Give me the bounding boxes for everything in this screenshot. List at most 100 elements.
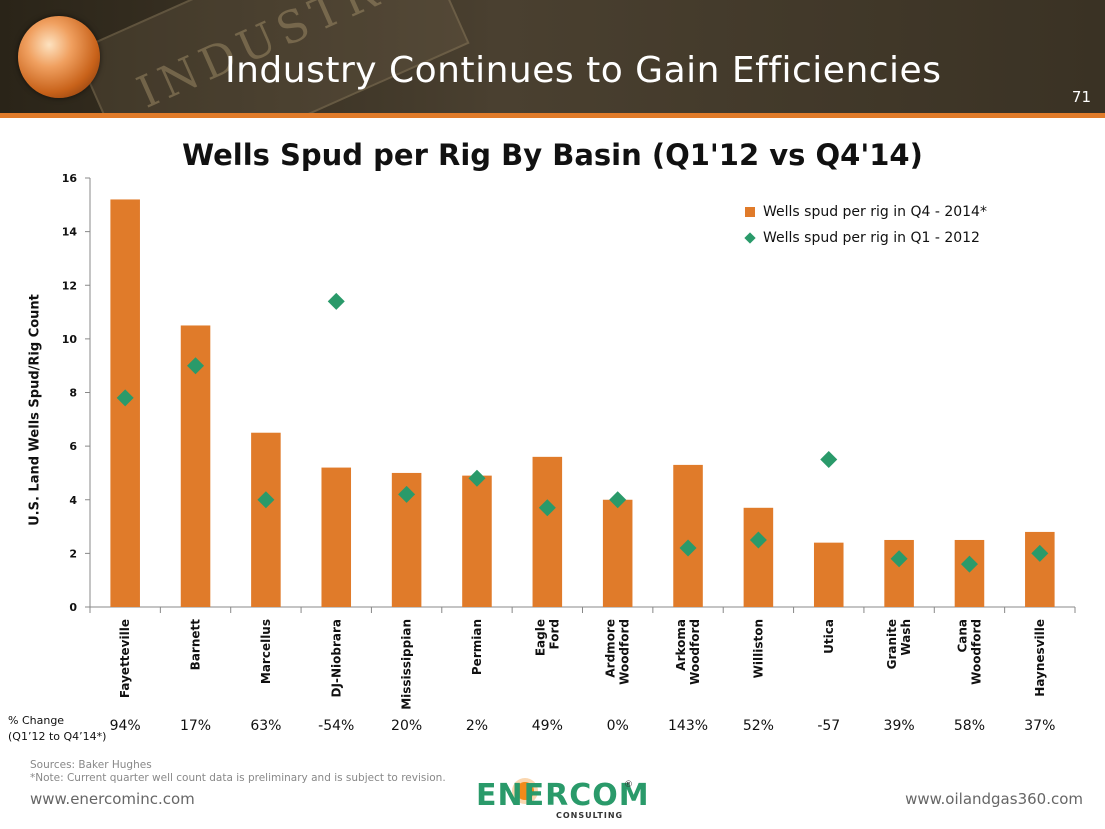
pct-change-caption-line2: (Q1’12 to Q4’14*) <box>8 730 107 743</box>
x-tick-label: EagleFord <box>533 619 561 656</box>
y-tick-label: 0 <box>69 601 77 614</box>
bar <box>884 539 914 607</box>
header-banner: INDUSTRY Industry Continues to Gain Effi… <box>0 0 1105 113</box>
svg-text:ArkomaWoodford: ArkomaWoodford <box>674 619 702 685</box>
y-tick-label: 14 <box>62 226 78 239</box>
data-point-diamond <box>257 491 275 509</box>
x-tick-label: Williston <box>751 619 765 678</box>
data-point-diamond <box>890 550 908 568</box>
x-tick-label: ArkomaWoodford <box>674 619 702 685</box>
pct-change-value: 143% <box>668 718 709 734</box>
y-tick-label: 4 <box>69 494 77 507</box>
legend-bar-swatch <box>745 207 755 217</box>
pct-change-value: -57 <box>817 718 841 734</box>
svg-text:Haynesville: Haynesville <box>1033 619 1047 697</box>
data-point-diamond <box>820 451 838 469</box>
header-divider <box>0 113 1105 118</box>
pct-change-value: 52% <box>742 718 774 734</box>
bar <box>813 542 844 607</box>
svg-text:ArdmoreWoodford: ArdmoreWoodford <box>604 619 632 685</box>
bar <box>462 475 492 607</box>
chart-legend: Wells spud per rig in Q4 - 2014* Wells s… <box>744 199 987 251</box>
logo-registered-mark: ® <box>624 780 633 790</box>
pct-change-value: -54% <box>318 718 355 734</box>
bar <box>321 467 352 607</box>
bar <box>954 539 985 607</box>
svg-text:CanaWoodford: CanaWoodford <box>955 619 983 685</box>
legend-item-q4-2014: Wells spud per rig in Q4 - 2014* <box>745 199 987 225</box>
pct-change-value: 63% <box>250 718 282 734</box>
chart-title: Wells Spud per Rig By Basin (Q1'12 vs Q4… <box>182 138 923 172</box>
x-tick-label: DJ-Niobrara <box>329 619 343 697</box>
bar <box>1025 531 1055 607</box>
enercom-logo: ENERCOM ® CONSULTING <box>476 778 649 824</box>
logo-text: ENERCOM <box>476 778 650 813</box>
data-point-diamond <box>749 531 767 549</box>
page-number: 71 <box>1071 88 1091 106</box>
bar <box>673 464 703 607</box>
data-point-diamond <box>679 539 697 557</box>
pct-change-value: 20% <box>391 718 423 734</box>
data-point-diamond <box>468 469 486 487</box>
data-point-diamond <box>327 292 345 310</box>
x-tick-label: Marcellus <box>259 619 273 684</box>
bar <box>251 432 281 607</box>
legend-label-q1-2012: Wells spud per rig in Q1 - 2012 <box>763 230 980 246</box>
data-point-diamond <box>609 491 627 509</box>
x-tick-label: ArdmoreWoodford <box>604 619 632 685</box>
y-tick-label: 16 <box>62 172 78 185</box>
note-text: *Note: Current quarter well count data i… <box>30 772 446 784</box>
y-tick-label: 6 <box>69 440 77 453</box>
svg-text:Mississippian: Mississippian <box>400 619 414 710</box>
x-tick-label: Mississippian <box>400 619 414 710</box>
svg-text:Permian: Permian <box>470 619 484 675</box>
x-tick-label: Fayetteville <box>118 619 132 698</box>
data-point-diamond <box>538 499 556 517</box>
footer-right-url[interactable]: www.oilandgas360.com <box>905 790 1083 808</box>
x-tick-label: Barnett <box>189 619 203 671</box>
y-tick-label: 10 <box>62 333 78 346</box>
legend-item-q1-2012: Wells spud per rig in Q1 - 2012 <box>744 225 987 251</box>
pct-change-value: 37% <box>1024 718 1056 734</box>
pct-change-value: 2% <box>465 718 489 734</box>
svg-text:GraniteWash: GraniteWash <box>885 619 913 669</box>
pct-change-value: 17% <box>179 718 212 734</box>
x-tick-label: CanaWoodford <box>955 619 983 685</box>
source-text: Sources: Baker Hughes <box>30 759 152 771</box>
pct-change-caption: % Change (Q1’12 to Q4’14*) <box>8 713 106 745</box>
data-point-diamond <box>187 357 205 375</box>
svg-text:Utica: Utica <box>822 619 836 654</box>
x-tick-label: GraniteWash <box>885 619 913 669</box>
footer-left-url[interactable]: www.enercominc.com <box>30 790 195 808</box>
sun-icon <box>516 782 534 800</box>
source-notes: Sources: Baker Hughes *Note: Current qua… <box>30 759 446 785</box>
y-tick-label: 12 <box>62 279 77 292</box>
data-point-diamond <box>1031 544 1049 562</box>
svg-text:DJ-Niobrara: DJ-Niobrara <box>329 619 343 697</box>
legend-label-q4-2014: Wells spud per rig in Q4 - 2014* <box>763 204 987 220</box>
pct-change-value: 0% <box>606 718 629 734</box>
bar <box>743 507 774 607</box>
pct-change-value: 58% <box>953 718 986 734</box>
bar <box>532 456 563 607</box>
data-point-diamond <box>116 389 134 407</box>
legend-diamond-icon <box>744 232 756 244</box>
x-tick-label: Permian <box>470 619 484 675</box>
pct-change-value: 39% <box>883 718 915 734</box>
pct-change-value: 49% <box>531 718 563 734</box>
y-axis-label: U.S. Land Wells Spud/Rig Count <box>27 294 43 526</box>
svg-text:Barnett: Barnett <box>189 619 203 671</box>
bar <box>602 499 633 607</box>
page-title: Industry Continues to Gain Efficiencies <box>225 50 942 91</box>
x-tick-label: Haynesville <box>1033 619 1047 697</box>
svg-text:Williston: Williston <box>751 619 765 678</box>
logo-subtext: CONSULTING <box>556 811 624 820</box>
x-tick-label: Utica <box>822 619 836 654</box>
svg-text:Fayetteville: Fayetteville <box>118 619 132 698</box>
y-tick-label: 8 <box>69 387 77 400</box>
pct-change-value: 94% <box>109 718 141 734</box>
svg-text:EagleFord: EagleFord <box>533 619 561 656</box>
svg-text:Marcellus: Marcellus <box>259 619 273 684</box>
globe-icon <box>18 16 100 98</box>
